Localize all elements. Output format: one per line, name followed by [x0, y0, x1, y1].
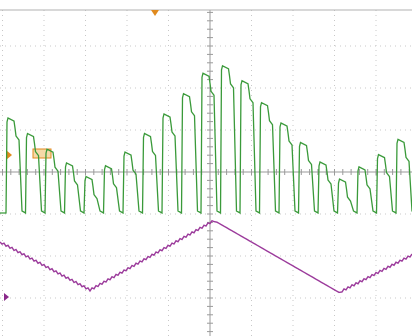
trigger-position-marker: [151, 10, 159, 16]
channel-1-trace: [0, 64, 412, 215]
graticule: [0, 10, 412, 336]
trigger-label-box: [32, 148, 52, 159]
trigger-level-marker: [6, 150, 12, 160]
channel-2-trace: [0, 219, 412, 294]
channel-marker: [4, 293, 9, 301]
